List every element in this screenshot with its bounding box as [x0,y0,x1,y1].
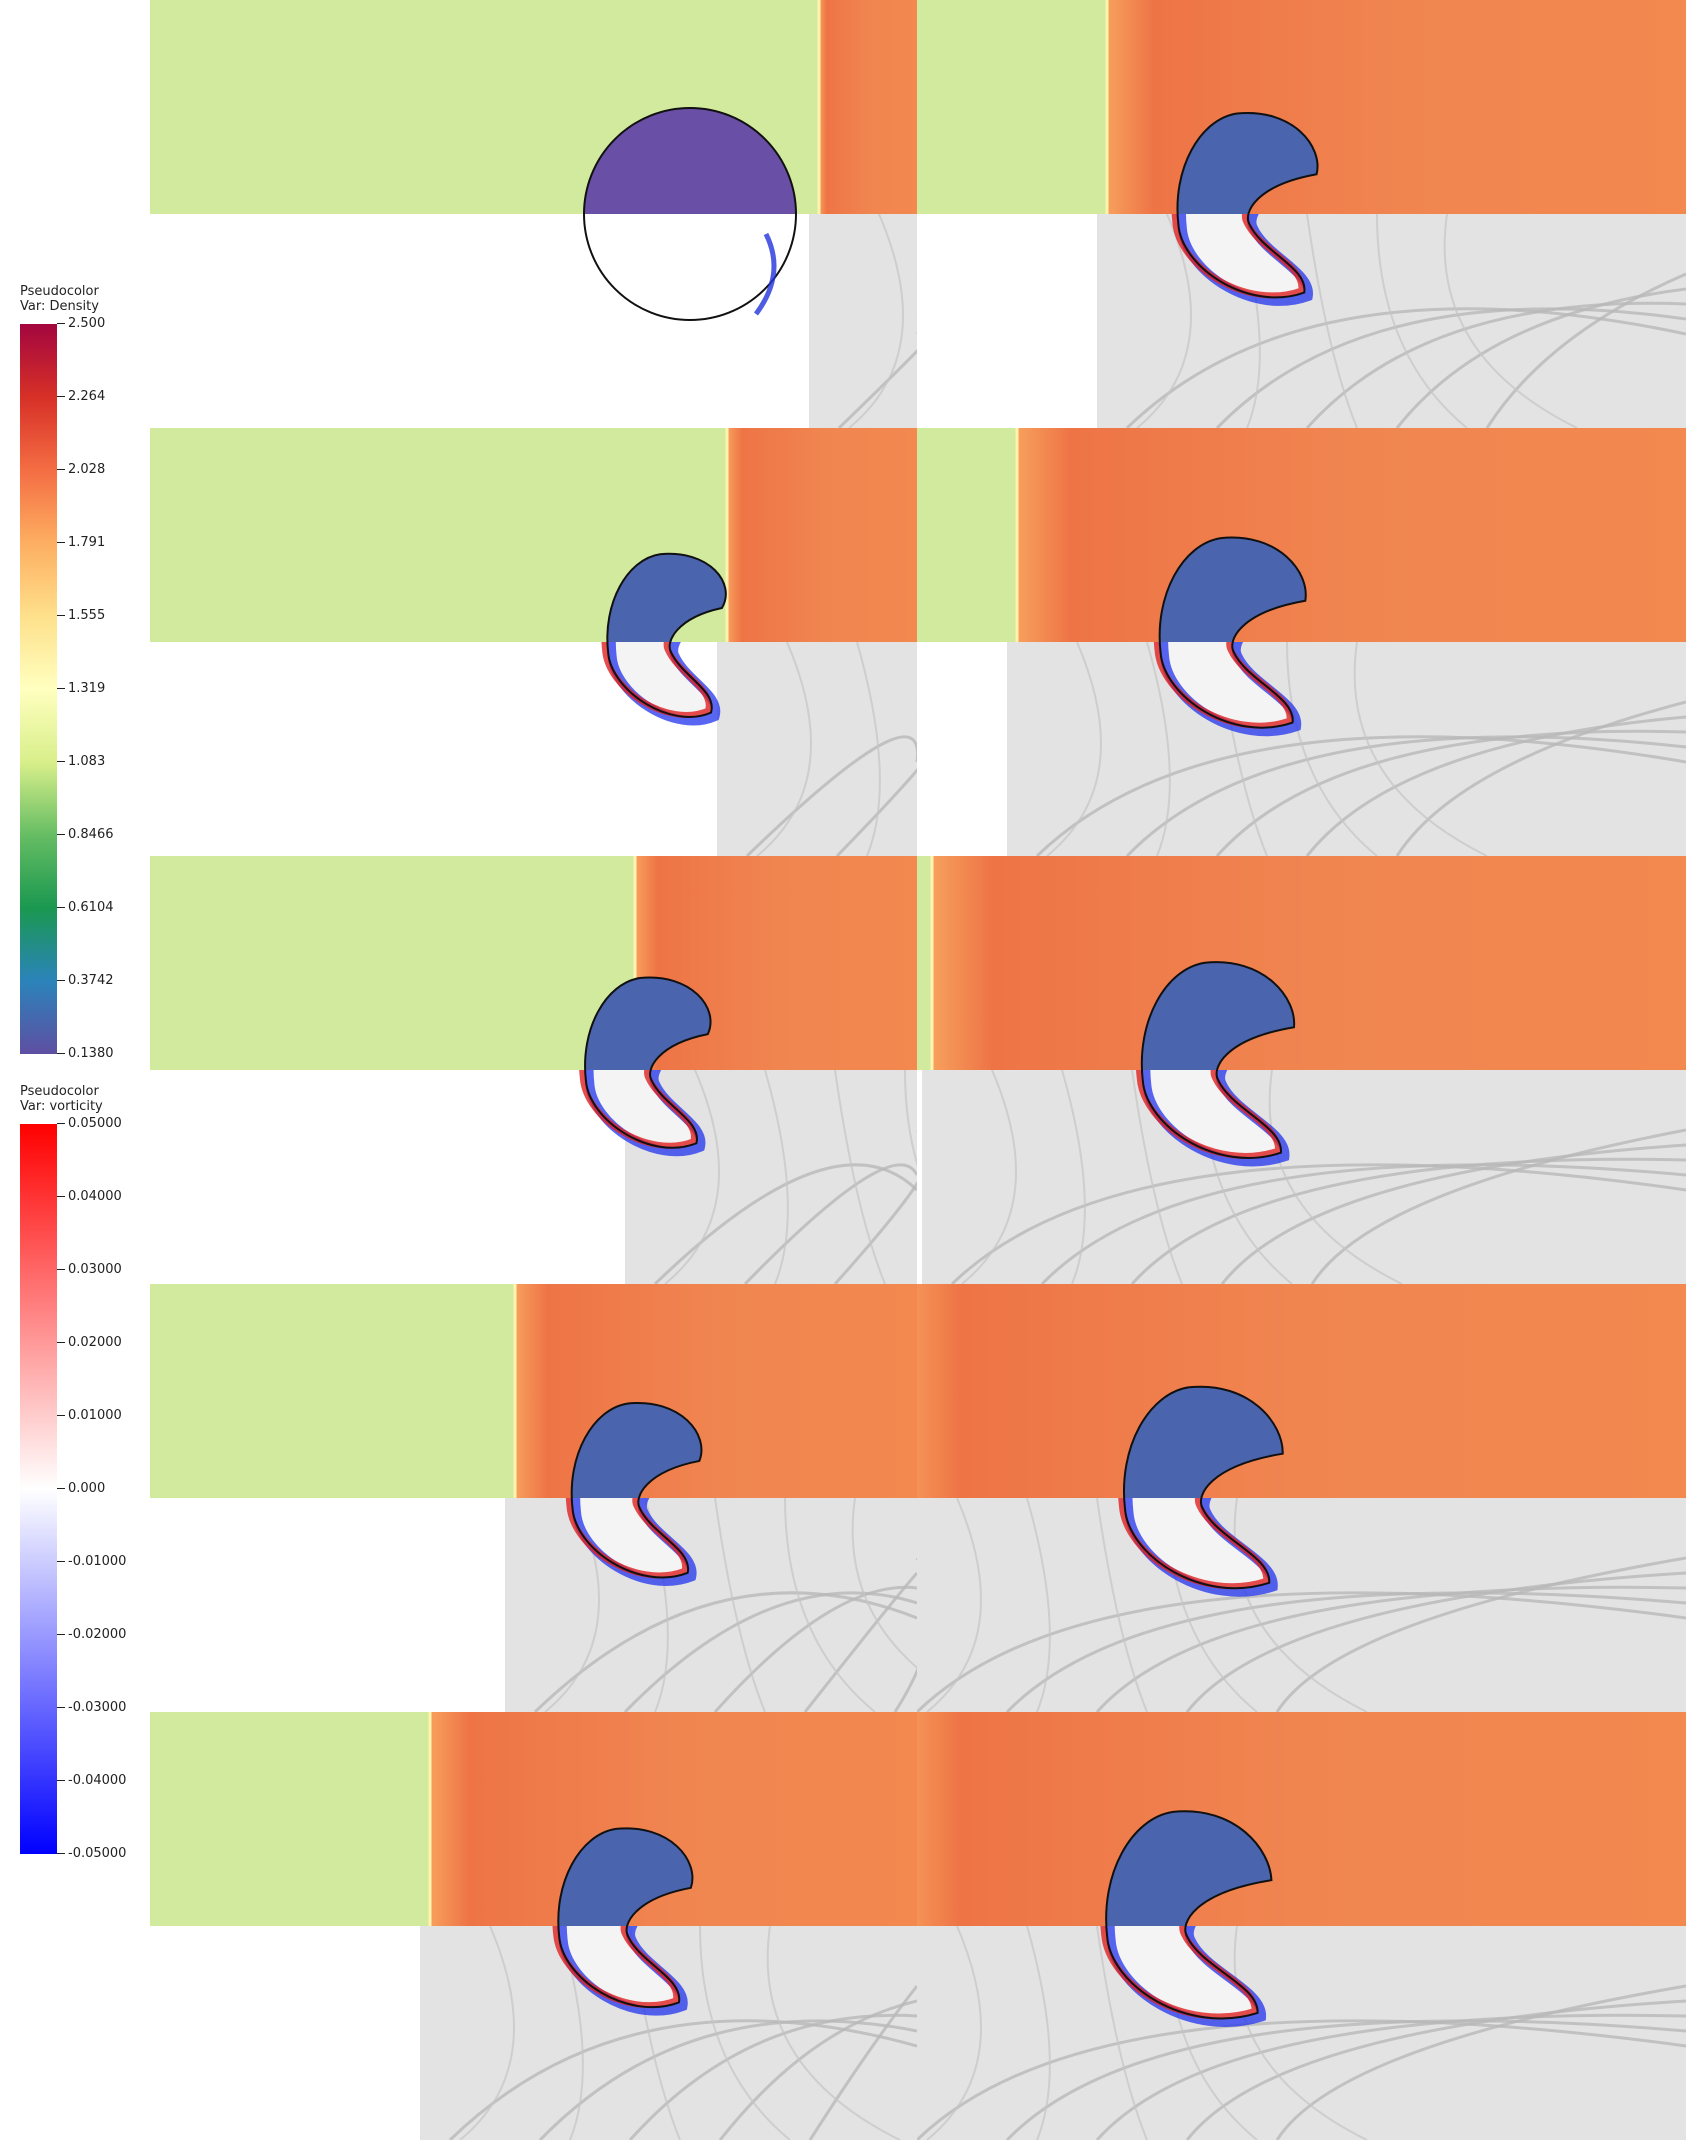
simulation-panel [917,856,1686,1284]
bubble [584,108,796,214]
bubble [558,1828,693,1926]
bubble-interface [1176,112,1319,299]
bubble [571,1402,702,1498]
density-tick-label: 0.6104 [57,900,114,915]
bubble-interface [557,1827,694,2009]
simulation-panel [917,1284,1686,1712]
bubble [1141,962,1294,1070]
bubble [1124,1386,1283,1498]
simulation-panel [917,428,1686,856]
bubble [1177,113,1318,214]
bubble-interface [570,1401,703,1579]
density-tick-label: 0.3742 [57,973,114,988]
bubble [607,553,726,642]
simulation-panel [150,856,917,1284]
vorticity-tick-label: -0.04000 [57,1773,126,1788]
density-legend-title: Pseudocolor [20,284,99,299]
bubble [585,977,711,1070]
bubble-interface [1140,961,1295,1159]
bubble-interface [584,976,712,1149]
bubble-interface [1123,1385,1284,1590]
density-half [150,0,917,214]
bubble-interface [1158,536,1307,729]
density-tick-label: 1.319 [57,681,105,696]
density-tick-label: 0.1380 [57,1046,114,1061]
density-colorbar [20,324,57,1054]
simulation-panel [150,1284,917,1712]
density-tick-label: 1.083 [57,754,105,769]
density-tick-label: 2.500 [57,316,105,331]
vorticity-tick-label: 0.04000 [57,1189,122,1204]
vorticity-tick-label: -0.02000 [57,1627,126,1642]
bubble-interface [583,107,797,321]
simulation-panel [150,428,917,856]
density-tick-label: 2.028 [57,462,105,477]
vorticity-tick-label: 0.01000 [57,1408,122,1423]
vorticity-tick-label: 0.000 [57,1481,105,1496]
vorticity-colorbar [20,1124,57,1854]
vorticity-legend: Pseudocolor Var: vorticity 0.05000 0.0400… [20,1084,126,1861]
vorticity-tick-label: 0.05000 [57,1116,122,1131]
bubble [1106,1811,1272,1926]
simulation-panel [917,1712,1686,2140]
vorticity-tick-label: 0.03000 [57,1262,122,1277]
vorticity-tick-label: 0.02000 [57,1335,122,1350]
bubble-interface [606,552,727,718]
bubble [1159,537,1306,642]
vorticity-tick-label: -0.05000 [57,1846,126,1861]
density-legend-var: Var: Density [20,299,99,314]
density-tick-label: 0.8466 [57,827,114,842]
simulation-panel [917,0,1686,428]
density-tick-label: 1.555 [57,608,105,623]
simulation-panel [150,1712,917,2140]
density-legend: Pseudocolor Var: Density 2.500 2.264 2.028… [20,284,114,1061]
vorticity-legend-var: Var: vorticity [20,1099,103,1114]
simulation-panel [150,0,917,428]
density-tick-label: 2.264 [57,389,105,404]
bubble-interface [1105,1810,1273,2020]
vorticity-legend-title: Pseudocolor [20,1084,99,1099]
density-tick-label: 1.791 [57,535,105,550]
vorticity-half [150,214,917,428]
vorticity-tick-label: -0.03000 [57,1700,126,1715]
vorticity-tick-label: -0.01000 [57,1554,126,1569]
